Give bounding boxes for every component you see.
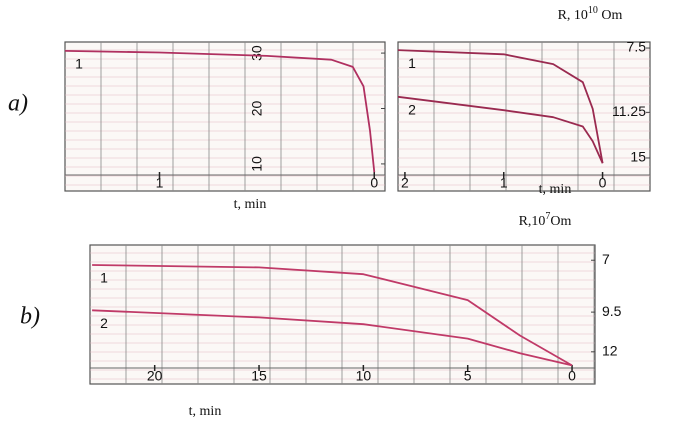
y-tick-label: 30	[249, 45, 265, 61]
x-axis-label: t, min	[539, 182, 572, 197]
x-tick-label: 2	[401, 175, 409, 191]
series-label: 2	[100, 315, 108, 331]
x-tick-label: 1	[156, 175, 164, 191]
x-tick-label: 20	[147, 368, 163, 384]
series-label: 1	[75, 56, 83, 72]
x-tick-label: 1	[500, 175, 508, 191]
x-axis-label: t, min	[234, 197, 267, 212]
x-tick-label: 0	[370, 175, 378, 191]
series-label: 2	[408, 102, 416, 118]
y-axis-label-part: 10	[588, 5, 598, 16]
y-tick-label: 11.25	[612, 103, 646, 119]
y-tick-label: 9.5	[602, 303, 622, 319]
x-axis-label: t, min	[189, 404, 222, 419]
panel-label: a)	[8, 91, 28, 117]
y-axis-label-part: R, 10	[558, 8, 588, 23]
y-tick-label: 12	[602, 343, 618, 359]
y-axis-label-part: Om	[550, 214, 571, 229]
y-tick-label: 7.5	[627, 39, 647, 55]
y-tick-label: 20	[249, 101, 265, 117]
x-tick-label: 5	[464, 368, 472, 384]
y-tick-label: 7	[602, 251, 610, 267]
y-tick-label: 10	[249, 156, 265, 172]
panel-label: b)	[20, 304, 40, 330]
x-tick-label: 0	[599, 175, 607, 191]
series-label: 1	[100, 270, 108, 286]
x-tick-label: 0	[568, 368, 576, 384]
y-axis-label-part: Om	[598, 8, 623, 23]
y-tick-label: 15	[630, 149, 646, 165]
paper	[65, 42, 385, 191]
series-label: 1	[408, 55, 416, 71]
x-tick-label: 15	[251, 368, 267, 384]
y-axis-label: R,107Om	[519, 211, 572, 229]
y-axis-label: R, 1010 Om	[558, 5, 623, 23]
x-tick-label: 10	[356, 368, 372, 384]
y-axis-label-part: R,10	[519, 214, 546, 229]
figure: a) b) 10102030t, min12107.511.2515t, min…	[0, 0, 673, 425]
